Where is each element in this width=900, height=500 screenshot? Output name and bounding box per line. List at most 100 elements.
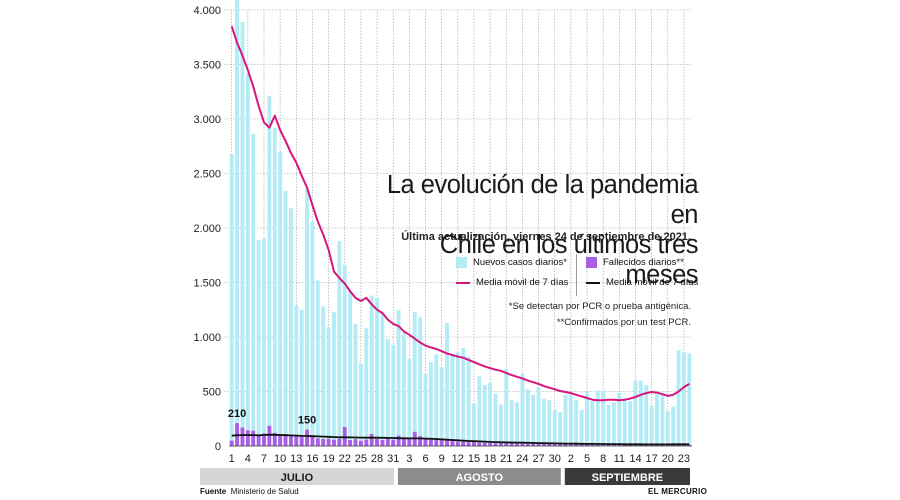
cases-bar: [477, 376, 482, 446]
cases-bar: [455, 352, 460, 446]
cases-bar: [472, 403, 476, 446]
x-tick-label: 21: [500, 453, 512, 465]
deaths-bar: [671, 444, 676, 446]
cases-bar: [601, 390, 606, 446]
month-band: [564, 468, 690, 485]
deaths-bar: [531, 443, 536, 446]
cases-bar: [579, 410, 584, 446]
deaths-bar: [418, 436, 423, 446]
x-tick-label: 5: [584, 453, 590, 465]
legend-cases-label: Nuevos casos diarios*: [473, 257, 567, 268]
cases-bar: [369, 295, 374, 446]
cases-bar: [412, 311, 417, 446]
moving-average-lines: [230, 25, 690, 446]
cases-bar: [326, 327, 331, 446]
cases-bar: [364, 328, 369, 446]
cases-bar: [536, 387, 541, 446]
cases-bar: [563, 394, 568, 446]
cases-bar: [240, 21, 245, 447]
cases-bar: [531, 394, 536, 446]
x-tick-label: 17: [645, 453, 657, 465]
deaths-bar: [525, 444, 530, 446]
legend-deaths-avg-label: Media móvil de 7 días: [606, 277, 699, 288]
cases-bar: [687, 353, 692, 446]
cases-bar: [525, 389, 530, 446]
deaths-bar: [229, 440, 234, 446]
deaths-bar: [455, 441, 460, 446]
deaths-bar: [423, 438, 428, 446]
cases-bar: [348, 291, 353, 446]
cases-bar: [493, 393, 498, 446]
cases-bar: [450, 354, 455, 446]
y-tick-label: 500: [203, 387, 221, 399]
cases-bar: [590, 401, 595, 446]
deaths-bar: [558, 444, 563, 446]
cases-bar: [520, 374, 525, 446]
legend-cases-swatch: [456, 257, 467, 268]
deaths-bar: [348, 440, 353, 446]
deaths-bar: [504, 442, 509, 446]
deaths-bar: [579, 444, 584, 446]
cases-bar: [649, 405, 654, 446]
x-tick-label: 23: [678, 453, 690, 465]
deaths-bar: [542, 444, 546, 446]
deaths-bar: [262, 433, 266, 446]
cases-bar: [504, 368, 509, 446]
deaths-bar: [299, 436, 304, 446]
x-tick-label: 12: [452, 453, 464, 465]
cases-bar: [611, 402, 616, 446]
cases-moving-average-line: [230, 25, 690, 402]
cases-bar: [628, 401, 633, 446]
cases-bar: [229, 153, 234, 446]
deaths-bar: [326, 438, 331, 446]
cases-bar: [439, 367, 444, 446]
deaths-bar: [606, 444, 611, 446]
deaths-bar: [574, 444, 579, 446]
deaths-bar: [294, 435, 299, 446]
cases-bar: [606, 404, 611, 446]
title-line-2: Chile en los últimos tres meses: [439, 231, 699, 289]
deaths-bar: [315, 438, 320, 446]
deaths-bar: [660, 444, 665, 446]
deaths-bar: [396, 435, 401, 446]
x-tick-label: 27: [532, 453, 544, 465]
legend-separator: [576, 254, 577, 296]
legend-deaths-label: Fallecidos diarios**: [603, 257, 684, 268]
x-tick-label: 20: [662, 453, 674, 465]
x-tick-label: 16: [306, 453, 318, 465]
deaths-bar: [515, 443, 519, 446]
deaths-bar: [477, 442, 482, 446]
deaths-bar: [568, 444, 573, 446]
cases-bar: [665, 411, 670, 446]
note-deaths: **Confirmados por un test PCR.: [556, 317, 691, 328]
deaths-bar: [520, 443, 525, 446]
x-tick-label: 14: [629, 453, 641, 465]
deaths-bar: [337, 438, 342, 446]
cases-bar: [660, 392, 665, 446]
deaths-bar: [536, 443, 541, 446]
deaths-bar: [461, 441, 466, 446]
x-tick-label: 28: [371, 453, 383, 465]
cases-bar: [272, 127, 277, 446]
deaths-bar: [655, 444, 659, 446]
cases-bar: [315, 280, 320, 446]
last-update: Última actualización, viernes 24 de sept…: [401, 231, 691, 243]
month-label: SEPTIEMBRE: [592, 472, 664, 484]
x-tick-label: 19: [322, 453, 334, 465]
deaths-bar: [466, 442, 471, 446]
deaths-bar: [676, 444, 681, 446]
cases-bar: [498, 404, 503, 446]
cases-bar: [585, 391, 589, 446]
source-label: Fuente: [200, 487, 227, 496]
y-tick-label: 0: [215, 441, 221, 453]
month-label: JULIO: [281, 472, 314, 484]
deaths-bar: [547, 443, 552, 446]
cases-bar: [542, 399, 546, 446]
deaths-bar: [617, 444, 622, 446]
month-band: [200, 468, 394, 485]
x-tick-label: 2: [568, 453, 574, 465]
cases-bar: [676, 350, 681, 446]
x-tick-label: 24: [516, 453, 528, 465]
deaths-bar: [407, 438, 412, 446]
cases-bar: [574, 400, 579, 446]
